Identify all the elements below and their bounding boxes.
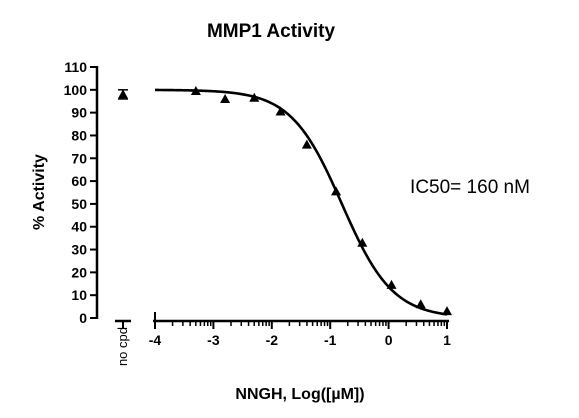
y-axis: 0 10 20 30 40 50 60 70 80 90 100 110 (64, 59, 99, 326)
y-tick-label: 50 (71, 196, 87, 212)
control-label: no cpd (115, 327, 130, 366)
control-group (115, 89, 131, 328)
data-point (386, 279, 397, 289)
y-tick-label: 60 (71, 173, 87, 189)
x-tick-label: -2 (266, 332, 279, 348)
ic50-annotation: IC50= 160 nM (410, 177, 530, 198)
control-point (118, 89, 128, 99)
y-tick-label: 70 (71, 150, 87, 166)
data-point (442, 306, 452, 316)
fit-curve-group (154, 88, 448, 316)
data-point (331, 186, 342, 196)
y-tick-label: 0 (79, 310, 87, 326)
y-axis-label: % Activity (31, 154, 48, 230)
data-points (190, 85, 452, 316)
y-tick-label: 20 (71, 264, 87, 280)
x-axis: -4 -3 -2 -1 0 1 (149, 312, 451, 348)
y-tick-label: 100 (64, 82, 88, 98)
data-point (301, 139, 312, 149)
y-tick-label: 40 (71, 219, 87, 235)
y-tick-label: 80 (71, 127, 87, 143)
y-tick-label: 30 (71, 242, 87, 258)
x-tick-label: -1 (324, 332, 337, 348)
x-tick-label: -4 (149, 332, 162, 348)
data-point (249, 92, 260, 102)
x-axis-label: NNGH, Log([µM]) (235, 386, 364, 403)
x-tick-label: 0 (385, 332, 393, 348)
data-point (220, 93, 231, 103)
data-point (275, 106, 286, 116)
x-tick-label: -3 (207, 332, 220, 348)
data-point (357, 237, 368, 247)
y-tick-label: 10 (71, 287, 87, 303)
y-tick-label: 110 (64, 59, 87, 75)
data-point (415, 299, 426, 309)
x-tick-label: 1 (443, 332, 451, 348)
chart-title: MMP1 Activity (207, 21, 336, 42)
data-point (190, 85, 201, 95)
y-tick-label: 90 (71, 105, 87, 121)
fit-curve (154, 88, 448, 316)
